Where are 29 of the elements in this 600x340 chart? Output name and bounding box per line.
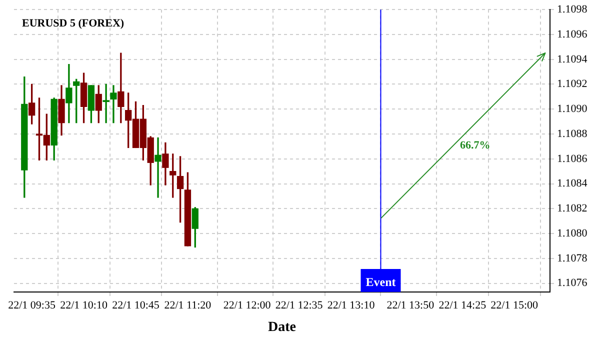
x-tick-label: 22/1 14:25 xyxy=(438,299,487,312)
ref-line-label: Event xyxy=(366,275,396,290)
y-tick-label: 1.1076 xyxy=(557,277,588,290)
y-tick-label: 1.1086 xyxy=(557,152,588,165)
x-tick-label: 22/1 09:35 xyxy=(8,299,56,312)
y-tick-label: 1.1082 xyxy=(557,202,588,215)
y-tick-label: 1.1080 xyxy=(557,227,588,240)
y-tick-label: 1.1098 xyxy=(557,3,588,16)
x-axis-title: Date xyxy=(268,320,296,336)
x-tick-label: 22/1 10:45 xyxy=(112,299,160,312)
y-tick-label: 1.1090 xyxy=(557,103,588,116)
text: EURUSD 5 (FOREX) xyxy=(22,17,124,30)
x-tick-label: 22/1 10:10 xyxy=(60,299,108,312)
x-tick-label: 22/1 13:50 xyxy=(386,299,435,312)
y-tick-label: 1.1078 xyxy=(557,252,588,264)
y-tick-label: 1.1084 xyxy=(557,178,588,190)
y-tick-label: 1.1096 xyxy=(557,28,588,40)
y-tick-label: 1.1094 xyxy=(557,53,588,66)
candlestick xyxy=(110,85,117,124)
x-tick-label: 22/1 11:20 xyxy=(164,299,212,312)
y-tick-label: 1.1092 xyxy=(557,78,588,90)
x-tick-label: 22/1 15:00 xyxy=(490,299,539,312)
y-tick-label: 1.1088 xyxy=(557,128,588,140)
x-tick-label: 22/1 12:00 xyxy=(223,299,272,312)
candlestick xyxy=(102,84,110,124)
annotation: 66.7% xyxy=(460,140,490,152)
candlestick xyxy=(154,137,162,198)
x-tick-label: 22/1 12:35 xyxy=(275,299,324,312)
x-tick-label: 22/1 13:10 xyxy=(327,299,376,312)
